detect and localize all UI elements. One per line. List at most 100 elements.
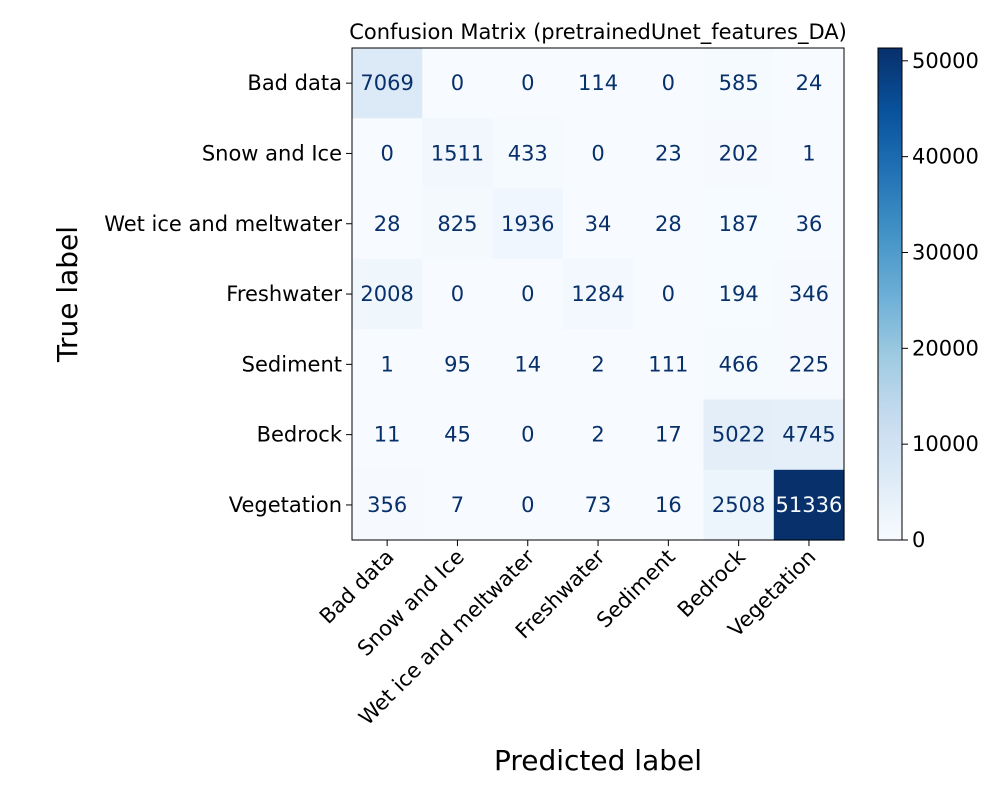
cell-value-label: 1 — [380, 352, 393, 376]
cell-value-label: 825 — [437, 212, 477, 236]
cell-value-label: 11 — [374, 423, 401, 447]
heatmap-cell — [422, 329, 494, 400]
heatmap-cell — [773, 258, 845, 330]
heatmap-cell — [773, 329, 845, 400]
heatmap-cell — [352, 258, 423, 330]
y-axis-label: True label — [51, 226, 84, 363]
cell-value-label: 4745 — [782, 423, 835, 447]
cell-value-label: 585 — [719, 71, 759, 95]
heatmap-cell — [492, 329, 564, 400]
cell-value-label: 23 — [655, 141, 682, 165]
colorbar-tick-label: 20000 — [912, 336, 979, 360]
heatmap-cell — [492, 469, 564, 541]
colorbar-tick-label: 30000 — [912, 240, 979, 264]
y-tick-label: Bedrock — [257, 423, 343, 447]
colorbar-tick-label: 40000 — [912, 145, 979, 169]
cell-value-label: 24 — [796, 71, 823, 95]
heatmap-cell — [633, 48, 704, 119]
heatmap-cell — [422, 188, 494, 260]
heatmap-cell — [352, 399, 423, 471]
heatmap-cell — [352, 329, 423, 400]
heatmap-cell — [352, 469, 423, 541]
cell-value-label: 114 — [578, 71, 618, 95]
cell-value-label: 346 — [789, 282, 829, 306]
cell-value-label: 51336 — [776, 493, 843, 517]
cell-value-label: 17 — [655, 423, 682, 447]
cell-value-label: 28 — [374, 212, 401, 236]
heatmap-cell — [773, 48, 845, 119]
heatmap-cell — [492, 399, 564, 471]
cell-value-label: 0 — [662, 282, 675, 306]
cell-value-label: 2008 — [360, 282, 413, 306]
heatmap-cell — [773, 469, 845, 541]
heatmap-cell — [492, 48, 564, 119]
x-axis-label: Predicted label — [494, 744, 702, 777]
heatmap-cell — [703, 188, 775, 260]
cell-value-label: 0 — [662, 71, 675, 95]
cell-value-label: 1 — [802, 141, 815, 165]
heatmap-cell — [492, 118, 564, 190]
heatmap-cell — [562, 329, 634, 400]
heatmap-cell-labels: 7069 0 0 114 0 585 240 1511 433 0 23 202 128 825 1936 3… — [360, 71, 842, 517]
heatmap-cell — [422, 469, 494, 541]
heatmap-cell — [562, 399, 634, 471]
cell-value-label: 34 — [585, 212, 612, 236]
heatmap-cell — [633, 118, 704, 190]
heatmap-cell — [492, 188, 564, 260]
cell-value-label: 225 — [789, 352, 829, 376]
heatmap-cell — [422, 48, 494, 119]
colorbar-tick-label: 0 — [912, 528, 925, 552]
heatmap-cell — [773, 399, 845, 471]
cell-value-label: 28 — [655, 212, 682, 236]
heatmap-cell — [492, 258, 564, 330]
heatmap-cell — [773, 188, 845, 260]
heatmap-cell — [703, 399, 775, 471]
cell-value-label: 187 — [719, 212, 759, 236]
y-tick-label: Vegetation — [229, 493, 342, 517]
heatmap-cell — [422, 399, 494, 471]
cell-value-label: 0 — [451, 71, 464, 95]
heatmap-cell — [422, 118, 494, 190]
cell-value-label: 2 — [591, 352, 604, 376]
cell-value-label: 2 — [591, 423, 604, 447]
y-tick-label: Freshwater — [226, 282, 342, 306]
y-tick-label: Sediment — [242, 352, 342, 376]
cell-value-label: 16 — [655, 493, 682, 517]
cell-value-label: 194 — [719, 282, 759, 306]
y-tick-label: Snow and Ice — [202, 141, 342, 165]
y-axis-ticks: Bad data Snow and Ice Wet ice and meltwate… — [104, 71, 352, 517]
cell-value-label: 0 — [521, 282, 534, 306]
colorbar-tick-label: 50000 — [912, 49, 979, 73]
cell-value-label: 433 — [508, 141, 548, 165]
cell-value-label: 1936 — [501, 212, 554, 236]
cell-value-label: 0 — [521, 423, 534, 447]
cell-value-label: 95 — [444, 352, 471, 376]
heatmap-cell — [352, 118, 423, 190]
heatmap-cell — [633, 469, 704, 541]
heatmap-cell — [633, 188, 704, 260]
cell-value-label: 466 — [719, 352, 759, 376]
cell-value-label: 1511 — [431, 141, 484, 165]
heatmap-cell — [562, 118, 634, 190]
heatmap-cell — [352, 188, 423, 260]
cell-value-label: 73 — [585, 493, 612, 517]
heatmap-cell — [352, 48, 423, 119]
colorbar-tick-label: 10000 — [912, 432, 979, 456]
chart-title: Confusion Matrix (pretrainedUnet_feature… — [349, 20, 847, 45]
heatmap-cell — [422, 258, 494, 330]
heatmap-cell — [633, 399, 704, 471]
cell-value-label: 2508 — [712, 493, 765, 517]
heatmap-cell — [562, 188, 634, 260]
heatmap-cells — [352, 48, 845, 541]
cell-value-label: 7 — [451, 493, 464, 517]
heatmap-cell — [562, 258, 634, 330]
heatmap-cell — [562, 469, 634, 541]
heatmap-cell — [703, 329, 775, 400]
cell-value-label: 14 — [514, 352, 541, 376]
cell-value-label: 0 — [380, 141, 393, 165]
heatmap-cell — [773, 118, 845, 190]
heatmap-cell — [703, 258, 775, 330]
heatmap-cell — [703, 469, 775, 541]
cell-value-label: 0 — [451, 282, 464, 306]
